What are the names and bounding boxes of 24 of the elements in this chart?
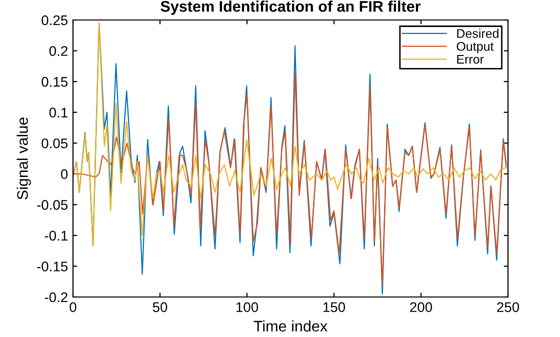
y-tick-label: 0 [60,169,68,180]
x-axis-title: Time index [254,320,328,332]
x-tick-label: 100 [236,302,258,312]
line-series [73,72,507,286]
y-tick-label: 0.2 [49,46,68,56]
y-tick-label: 0.25 [42,15,68,26]
x-tick-label: 200 [410,302,432,312]
y-tick-label: -0.1 [44,230,68,241]
line-series [73,22,507,246]
y-tick-label: 0.05 [42,138,68,148]
legend-label: Output [456,42,494,54]
x-tick-label: 250 [497,302,520,312]
y-tick-label: -0.15 [37,262,68,272]
y-tick-label: 0.15 [42,76,68,87]
x-tick-label: 50 [152,302,168,312]
chart-title: System Identification of an FIR filter [160,0,421,15]
y-tick-label: 0.1 [49,108,68,118]
legend-label: Desired [457,28,498,38]
y-axis-title: Signal value [16,118,31,200]
y-tick-label: -0.2 [44,292,68,302]
x-tick-label: 0 [70,302,76,312]
legend-label: Error [457,55,484,64]
x-tick-label: 150 [323,302,346,312]
y-tick-label: -0.05 [37,200,68,210]
